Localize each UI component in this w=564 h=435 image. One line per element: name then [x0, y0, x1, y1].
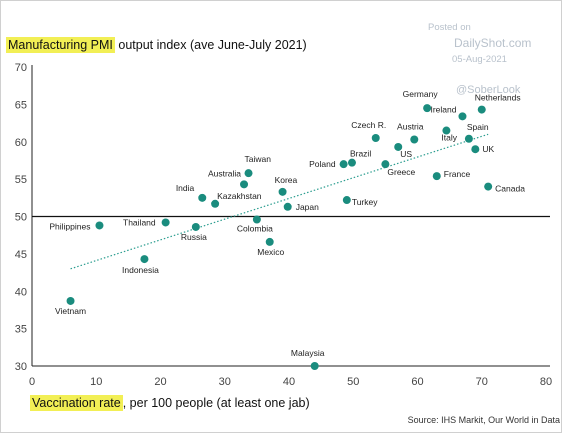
- y-tick-label: 70: [15, 62, 27, 74]
- point-label-thailand: Thailand: [123, 217, 156, 227]
- point-colombia: [252, 215, 261, 224]
- point-ireland: [458, 112, 467, 121]
- point-label-france: France: [444, 169, 471, 179]
- point-czech-r: [371, 134, 380, 143]
- point-italy: [442, 126, 451, 135]
- point-label-poland: Poland: [309, 159, 336, 169]
- point-label-ireland: Ireland: [430, 104, 456, 114]
- y-tick-label: 55: [15, 174, 27, 186]
- point-russia: [191, 222, 200, 231]
- watermark-posted: Posted on: [428, 22, 471, 33]
- point-label-indonesia: Indonesia: [122, 265, 159, 275]
- y-tick-label: 45: [15, 249, 27, 261]
- x-tick-label: 20: [154, 376, 166, 388]
- x-axis-title-highlight: Vaccination rate: [30, 395, 123, 411]
- point-greece: [381, 160, 390, 169]
- point-malaysia: [310, 362, 319, 370]
- point-spain: [464, 134, 473, 143]
- point-label-malaysia: Malaysia: [291, 348, 325, 358]
- point-korea: [278, 187, 287, 196]
- point-label-vietnam: Vietnam: [55, 306, 86, 316]
- point-canada: [484, 182, 493, 191]
- point-label-canada: Canada: [495, 184, 525, 194]
- point-label-greece: Greece: [387, 167, 415, 177]
- point-brazil: [347, 158, 356, 167]
- point-uk: [471, 145, 480, 154]
- point-japan: [283, 202, 292, 211]
- point-label-australia: Australia: [208, 168, 241, 178]
- point-indonesia: [140, 255, 149, 264]
- point-label-taiwan: Taiwan: [245, 154, 272, 164]
- y-tick-label: 60: [15, 137, 27, 149]
- point-label-germany: Germany: [403, 89, 439, 99]
- point-label-uk: UK: [482, 144, 494, 154]
- point-taiwan: [244, 169, 253, 178]
- point-poland: [339, 160, 348, 169]
- x-tick-label: 30: [219, 376, 231, 388]
- point-netherlands: [477, 105, 486, 114]
- point-label-austria: Austria: [397, 122, 424, 132]
- point-label-turkey: Turkey: [352, 197, 378, 207]
- point-philippines: [95, 221, 104, 230]
- x-axis-title: Vaccination rate, per 100 people (at lea…: [30, 395, 310, 411]
- point-turkey: [342, 196, 351, 205]
- point-label-italy: Italy: [441, 133, 457, 143]
- point-kazakhstan: [211, 199, 220, 208]
- point-label-korea: Korea: [275, 175, 298, 185]
- point-label-japan: Japan: [296, 202, 319, 212]
- y-tick-label: 40: [15, 286, 27, 298]
- source-note: Source: IHS Markit, Our World in Data: [407, 415, 560, 425]
- point-mexico: [265, 237, 274, 246]
- x-tick-label: 40: [283, 376, 295, 388]
- point-vietnam: [66, 296, 75, 305]
- chart-title-highlight: Manufacturing PMI: [6, 37, 115, 53]
- x-tick-label: 50: [347, 376, 359, 388]
- point-austria: [410, 135, 419, 144]
- y-tick-label: 50: [15, 212, 27, 224]
- point-label-kazakhstan: Kazakhstan: [217, 191, 262, 201]
- chart-title: Manufacturing PMI output index (ave June…: [6, 37, 307, 53]
- point-label-russia: Russia: [181, 232, 207, 242]
- point-france: [432, 172, 441, 181]
- point-label-brazil: Brazil: [350, 149, 371, 159]
- y-tick-label: 30: [15, 361, 27, 373]
- watermark-handle: @SoberLook: [456, 84, 521, 96]
- point-germany: [423, 104, 432, 113]
- point-label-netherlands: Netherlands: [475, 93, 521, 103]
- x-tick-label: 80: [540, 376, 552, 388]
- point-label-mexico: Mexico: [257, 247, 284, 257]
- point-label-colombia: Colombia: [237, 223, 273, 233]
- x-tick-label: 70: [476, 376, 488, 388]
- point-label-spain: Spain: [467, 122, 489, 132]
- point-thailand: [161, 218, 170, 227]
- y-tick-label: 35: [15, 324, 27, 336]
- point-label-india: India: [176, 183, 195, 193]
- watermark-date: 05-Aug-2021: [452, 54, 507, 65]
- point-label-czech-r: Czech R.: [351, 120, 386, 130]
- x-tick-label: 10: [90, 376, 102, 388]
- x-tick-label: 0: [29, 376, 35, 388]
- chart-title-rest: output index (ave June-July 2021): [114, 38, 307, 52]
- point-label-philippines: Philippines: [49, 221, 90, 231]
- point-australia: [240, 180, 249, 189]
- y-tick-label: 65: [15, 99, 27, 111]
- point-label-us: US: [400, 149, 412, 159]
- point-india: [198, 193, 207, 202]
- watermark-site: DailyShot.com: [454, 36, 532, 50]
- point-us: [394, 142, 403, 151]
- x-axis-title-rest: , per 100 people (at least one jab): [122, 396, 310, 410]
- x-tick-label: 60: [411, 376, 423, 388]
